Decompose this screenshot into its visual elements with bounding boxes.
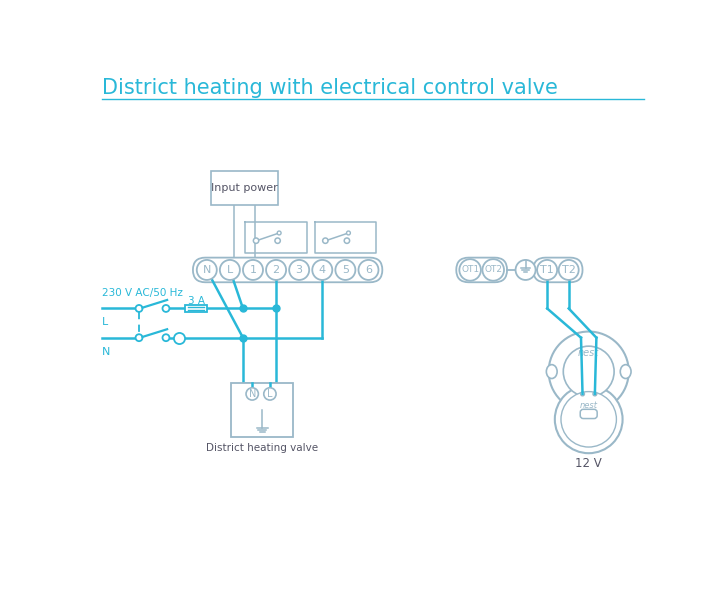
- Text: OT1: OT1: [461, 266, 479, 274]
- FancyBboxPatch shape: [210, 172, 278, 206]
- Circle shape: [459, 259, 481, 281]
- Text: T2: T2: [562, 265, 576, 275]
- Circle shape: [277, 231, 281, 235]
- FancyBboxPatch shape: [232, 383, 293, 437]
- Text: OT2: OT2: [484, 266, 502, 274]
- Text: 2: 2: [272, 265, 280, 275]
- Circle shape: [243, 260, 263, 280]
- Circle shape: [344, 238, 349, 244]
- Circle shape: [220, 260, 240, 280]
- Text: 1: 1: [250, 265, 256, 275]
- Circle shape: [135, 305, 143, 312]
- Circle shape: [253, 238, 258, 244]
- FancyBboxPatch shape: [580, 409, 597, 419]
- Text: T1: T1: [540, 265, 554, 275]
- Text: L: L: [226, 265, 233, 275]
- Circle shape: [289, 260, 309, 280]
- Circle shape: [593, 392, 597, 396]
- Text: 6: 6: [365, 265, 372, 275]
- FancyBboxPatch shape: [185, 305, 207, 311]
- Circle shape: [515, 260, 536, 280]
- Ellipse shape: [620, 365, 631, 378]
- Circle shape: [323, 238, 328, 244]
- Text: N: N: [202, 265, 211, 275]
- Text: L: L: [102, 317, 108, 327]
- Circle shape: [581, 392, 585, 396]
- Circle shape: [197, 260, 217, 280]
- Circle shape: [336, 260, 355, 280]
- Circle shape: [266, 260, 286, 280]
- Circle shape: [549, 331, 629, 412]
- Text: 3: 3: [296, 265, 303, 275]
- Text: 230 V AC/50 Hz: 230 V AC/50 Hz: [102, 288, 183, 298]
- Circle shape: [275, 238, 280, 244]
- Text: District heating with electrical control valve: District heating with electrical control…: [102, 78, 558, 98]
- Text: N: N: [248, 389, 256, 399]
- Circle shape: [264, 388, 276, 400]
- Circle shape: [135, 334, 143, 341]
- Text: 4: 4: [319, 265, 326, 275]
- Circle shape: [358, 260, 379, 280]
- Text: 12 V: 12 V: [575, 457, 602, 470]
- Circle shape: [347, 231, 350, 235]
- FancyBboxPatch shape: [456, 258, 507, 282]
- Circle shape: [312, 260, 332, 280]
- Circle shape: [246, 388, 258, 400]
- Circle shape: [563, 346, 614, 397]
- Circle shape: [483, 259, 504, 281]
- Circle shape: [561, 391, 617, 447]
- Circle shape: [558, 260, 579, 280]
- Circle shape: [162, 305, 170, 312]
- Text: Input power: Input power: [211, 184, 278, 193]
- FancyBboxPatch shape: [533, 258, 582, 282]
- Text: District heating valve: District heating valve: [206, 443, 318, 453]
- Text: 3 A: 3 A: [188, 296, 205, 306]
- Circle shape: [555, 386, 622, 453]
- Circle shape: [162, 334, 170, 341]
- Text: nest: nest: [579, 401, 598, 410]
- Text: N: N: [102, 346, 111, 356]
- Text: 5: 5: [342, 265, 349, 275]
- Ellipse shape: [546, 365, 557, 378]
- Text: L: L: [267, 389, 273, 399]
- FancyBboxPatch shape: [193, 258, 382, 282]
- Circle shape: [537, 260, 557, 280]
- Text: nest: nest: [578, 348, 599, 358]
